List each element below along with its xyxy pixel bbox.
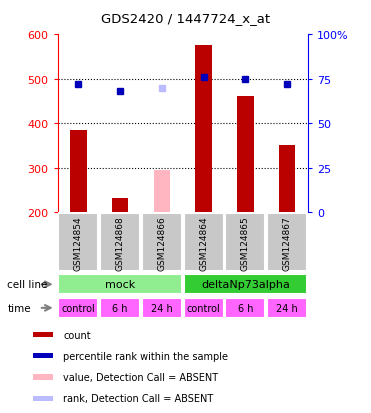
- Bar: [184, 298, 224, 318]
- Bar: [267, 214, 307, 271]
- Bar: [112, 199, 128, 213]
- Bar: [100, 298, 140, 318]
- Bar: [237, 97, 254, 213]
- Bar: [225, 298, 265, 318]
- Text: GSM124865: GSM124865: [241, 215, 250, 270]
- Text: 6 h: 6 h: [237, 303, 253, 313]
- Bar: [225, 214, 265, 271]
- Bar: [33, 332, 53, 337]
- Text: 24 h: 24 h: [151, 303, 173, 313]
- Bar: [184, 275, 307, 294]
- Text: GSM124864: GSM124864: [199, 216, 208, 270]
- Text: deltaNp73alpha: deltaNp73alpha: [201, 280, 290, 290]
- Bar: [58, 298, 98, 318]
- Text: percentile rank within the sample: percentile rank within the sample: [63, 351, 228, 361]
- Text: rank, Detection Call = ABSENT: rank, Detection Call = ABSENT: [63, 393, 213, 403]
- Text: time: time: [7, 303, 31, 313]
- Bar: [184, 214, 224, 271]
- Text: 6 h: 6 h: [112, 303, 128, 313]
- Bar: [267, 298, 307, 318]
- Bar: [33, 375, 53, 380]
- Text: count: count: [63, 330, 91, 340]
- Bar: [142, 214, 182, 271]
- Text: GDS2420 / 1447724_x_at: GDS2420 / 1447724_x_at: [101, 12, 270, 25]
- Bar: [58, 275, 182, 294]
- Bar: [33, 354, 53, 358]
- Text: GSM124866: GSM124866: [157, 215, 166, 270]
- Bar: [33, 396, 53, 401]
- Bar: [142, 298, 182, 318]
- Text: 24 h: 24 h: [276, 303, 298, 313]
- Bar: [100, 214, 140, 271]
- Bar: [58, 214, 98, 271]
- Text: mock: mock: [105, 280, 135, 290]
- Text: cell line: cell line: [7, 280, 48, 290]
- Bar: [195, 46, 212, 213]
- Text: GSM124854: GSM124854: [74, 216, 83, 270]
- Text: control: control: [187, 303, 220, 313]
- Bar: [279, 146, 295, 213]
- Bar: [154, 171, 170, 213]
- Text: control: control: [62, 303, 95, 313]
- Bar: [70, 131, 87, 213]
- Text: GSM124867: GSM124867: [283, 215, 292, 270]
- Text: value, Detection Call = ABSENT: value, Detection Call = ABSENT: [63, 372, 218, 382]
- Text: GSM124868: GSM124868: [116, 215, 125, 270]
